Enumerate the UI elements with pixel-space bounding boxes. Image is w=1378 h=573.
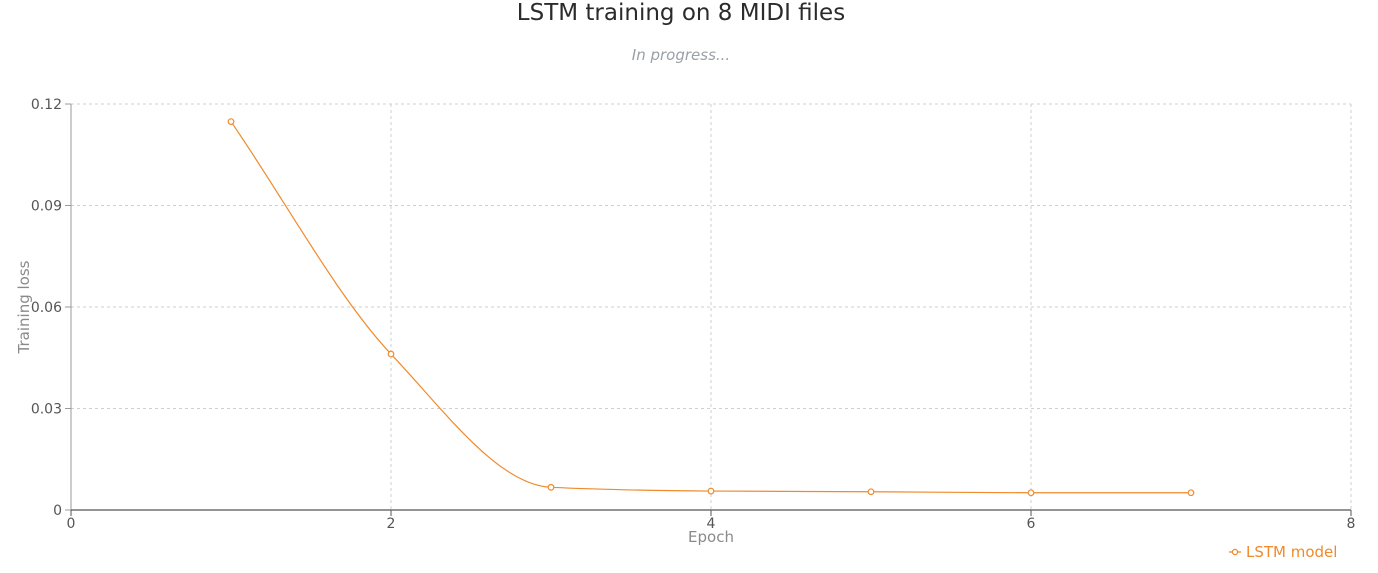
y-tick-label: 0.06 <box>31 300 62 316</box>
tick-labels: 0 0.03 0.06 0.09 0.12 0 2 4 6 8 <box>31 97 1356 532</box>
chart-subtitle: In progress... <box>631 46 731 64</box>
grid <box>71 103 1352 510</box>
x-axis-title: Epoch <box>688 528 734 546</box>
data-point[interactable] <box>227 118 235 125</box>
data-point[interactable] <box>1027 489 1035 497</box>
legend-marker-icon <box>1231 548 1239 556</box>
x-tick-label: 2 <box>387 516 396 532</box>
y-tick-label: 0.09 <box>31 199 62 215</box>
x-tick-label: 0 <box>67 516 76 532</box>
data-point[interactable] <box>1187 489 1195 497</box>
axes <box>65 103 1352 516</box>
x-tick-label: 8 <box>1347 516 1356 532</box>
y-tick-label: 0.12 <box>31 97 62 113</box>
legend[interactable]: LSTM model <box>1229 543 1337 561</box>
y-tick-label: 0.03 <box>31 402 62 418</box>
data-point[interactable] <box>707 487 715 495</box>
data-point[interactable] <box>387 350 395 358</box>
data-point[interactable] <box>867 488 875 496</box>
y-axis-title: Training loss <box>15 260 33 354</box>
x-tick-label: 4 <box>707 516 716 532</box>
chart-title: LSTM training on 8 MIDI files <box>516 0 846 26</box>
x-tick-label: 6 <box>1027 516 1036 532</box>
series-group <box>227 118 1195 497</box>
y-tick-label: 0 <box>53 503 62 519</box>
data-point[interactable] <box>547 483 555 491</box>
legend-label: LSTM model <box>1246 543 1337 561</box>
